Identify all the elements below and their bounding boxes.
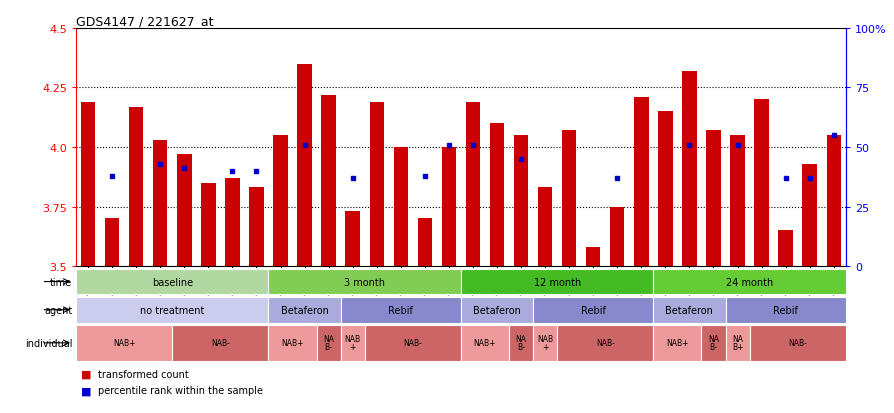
Bar: [537, 188, 552, 266]
Bar: [369, 102, 384, 266]
Text: NAB+: NAB+: [281, 339, 303, 347]
Text: no treatment: no treatment: [140, 305, 204, 315]
Bar: [730, 136, 744, 266]
Bar: [441, 148, 456, 266]
Bar: [201, 183, 215, 266]
Text: NAB-: NAB-: [595, 339, 614, 347]
Text: baseline: baseline: [152, 277, 192, 287]
Text: agent: agent: [44, 305, 72, 315]
Bar: [561, 131, 576, 266]
Bar: [105, 219, 119, 266]
Text: 12 month: 12 month: [533, 277, 580, 287]
Bar: [802, 164, 816, 266]
Bar: [177, 155, 191, 266]
Bar: [417, 219, 432, 266]
Bar: [725, 297, 845, 323]
Text: NAB-: NAB-: [788, 339, 806, 347]
Bar: [509, 325, 533, 361]
Text: time: time: [50, 277, 72, 287]
Bar: [76, 325, 172, 361]
Bar: [316, 325, 341, 361]
Bar: [268, 269, 460, 295]
Bar: [556, 325, 653, 361]
Text: NAB-: NAB-: [403, 339, 422, 347]
Text: NA
B-: NA B-: [707, 335, 718, 351]
Text: Betaferon: Betaferon: [473, 305, 520, 315]
Bar: [249, 188, 264, 266]
Bar: [489, 124, 503, 266]
Text: Rebif: Rebif: [388, 305, 413, 315]
Bar: [825, 136, 840, 266]
Text: transformed count: transformed count: [98, 369, 189, 379]
Bar: [172, 325, 268, 361]
Text: NA
B-: NA B-: [515, 335, 526, 351]
Text: NAB+: NAB+: [113, 339, 135, 347]
Bar: [268, 297, 341, 323]
Text: GDS4147 / 221627_at: GDS4147 / 221627_at: [76, 15, 214, 28]
Bar: [633, 98, 648, 266]
Text: Betaferon: Betaferon: [281, 305, 328, 315]
Text: percentile rank within the sample: percentile rank within the sample: [98, 385, 263, 395]
Text: ■: ■: [80, 369, 91, 379]
Bar: [268, 325, 316, 361]
Bar: [460, 297, 533, 323]
Bar: [341, 325, 365, 361]
Bar: [748, 325, 845, 361]
Bar: [365, 325, 460, 361]
Text: Rebif: Rebif: [772, 305, 797, 315]
Bar: [586, 247, 600, 266]
Bar: [653, 297, 725, 323]
Bar: [657, 112, 671, 266]
Text: NAB+: NAB+: [473, 339, 495, 347]
Bar: [754, 100, 768, 266]
Bar: [76, 297, 268, 323]
Bar: [153, 140, 167, 266]
Bar: [701, 325, 725, 361]
Text: 24 month: 24 month: [725, 277, 772, 287]
Bar: [653, 325, 701, 361]
Text: NAB-: NAB-: [211, 339, 230, 347]
Text: 3 month: 3 month: [344, 277, 384, 287]
Bar: [460, 269, 653, 295]
Text: NAB
+: NAB +: [536, 335, 552, 351]
Bar: [345, 212, 359, 266]
Bar: [533, 325, 556, 361]
Text: ■: ■: [80, 385, 91, 395]
Text: NAB+: NAB+: [665, 339, 687, 347]
Text: NAB
+: NAB +: [344, 335, 360, 351]
Bar: [653, 269, 845, 295]
Bar: [533, 297, 653, 323]
Bar: [778, 231, 792, 266]
Bar: [393, 148, 408, 266]
Text: individual: individual: [25, 338, 72, 348]
Text: NA
B+: NA B+: [731, 335, 742, 351]
Bar: [465, 102, 479, 266]
Bar: [705, 131, 720, 266]
Bar: [341, 297, 460, 323]
Text: NA
B-: NA B-: [323, 335, 333, 351]
Bar: [610, 207, 624, 266]
Bar: [725, 325, 748, 361]
Bar: [297, 64, 311, 266]
Text: Rebif: Rebif: [580, 305, 605, 315]
Bar: [129, 107, 143, 266]
Bar: [225, 178, 240, 266]
Bar: [273, 136, 287, 266]
Bar: [80, 102, 96, 266]
Bar: [681, 71, 696, 266]
Bar: [460, 325, 509, 361]
Text: Betaferon: Betaferon: [665, 305, 713, 315]
Bar: [321, 95, 335, 266]
Bar: [76, 269, 268, 295]
Bar: [513, 136, 527, 266]
